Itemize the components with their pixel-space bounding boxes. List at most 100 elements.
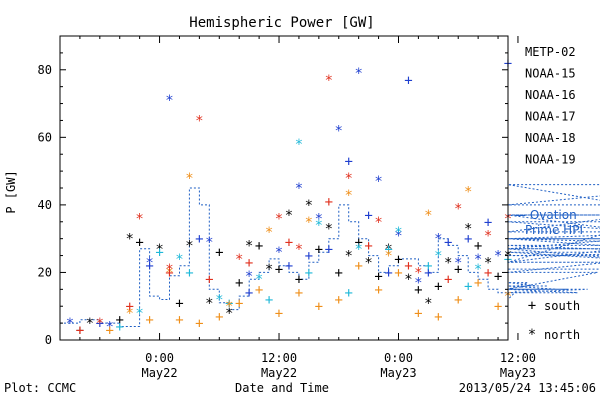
- data-point-noaa-16-north: *: [315, 218, 323, 234]
- x-tick-time: 0:00: [384, 351, 413, 365]
- data-point-noaa-19-south: +: [165, 265, 173, 281]
- x-tick-date: May23: [380, 366, 416, 380]
- data-point-metp-02-south: +: [434, 279, 442, 295]
- data-point-metp-02-south: +: [354, 235, 362, 251]
- legend-marker-south-symbol: +: [528, 298, 536, 314]
- data-point-noaa-19-north: *: [484, 228, 492, 244]
- data-point-metp-02-south: +: [116, 313, 124, 329]
- plot-timestamp: 2013/05/24 13:45:06: [459, 381, 596, 395]
- data-point-metp-02-south: +: [76, 323, 84, 339]
- data-point-noaa-18-north: *: [265, 225, 273, 241]
- x-tick-date: May23: [500, 366, 536, 380]
- data-point-noaa-16-north: *: [474, 262, 482, 278]
- ovation-layer: [60, 184, 600, 327]
- data-point-noaa-18-south: +: [106, 323, 114, 339]
- data-point-noaa-15-north: *: [474, 252, 482, 268]
- data-point-noaa-15-north: *: [335, 124, 343, 140]
- data-point-noaa-15-north: *: [205, 235, 213, 251]
- data-point-metp-02-north: *: [185, 238, 193, 254]
- data-point-noaa-15-north: *: [66, 316, 74, 332]
- data-point-noaa-15-south: +: [285, 259, 293, 275]
- data-point-noaa-15-south: +: [325, 242, 333, 258]
- data-point-noaa-18-north: *: [344, 188, 352, 204]
- data-point-noaa-19-south: +: [125, 299, 133, 315]
- data-point-noaa-15-south: +: [305, 249, 313, 265]
- data-point-noaa-18-south: +: [315, 299, 323, 315]
- data-point-metp-02-north: *: [285, 208, 293, 224]
- data-point-noaa-16-north: *: [295, 137, 303, 153]
- legend-marker-north-symbol: *: [528, 327, 536, 343]
- data-point-metp-02-north: *: [384, 242, 392, 258]
- data-point-noaa-15-north: *: [454, 255, 462, 271]
- data-point-noaa-15-north: *: [245, 269, 253, 285]
- data-point-noaa-16-north: *: [354, 242, 362, 258]
- x-tick-time: 12:00: [500, 351, 536, 365]
- data-point-noaa-19-north: *: [325, 73, 333, 89]
- chart-title: Hemispheric Power [GW]: [189, 15, 374, 31]
- y-tick-label: 20: [38, 265, 52, 279]
- y-axis-label: P [GW]: [4, 170, 18, 213]
- data-point-noaa-16-south: +: [384, 242, 392, 258]
- data-point-noaa-18-north: *: [424, 208, 432, 224]
- data-point-noaa-19-south: +: [364, 238, 372, 254]
- data-point-noaa-19-north: *: [295, 242, 303, 258]
- data-point-noaa-15-south: +: [424, 265, 432, 281]
- data-point-noaa-18-south: +: [195, 316, 203, 332]
- data-point-noaa-18-north: *: [305, 215, 313, 231]
- data-point-noaa-18-south: +: [394, 265, 402, 281]
- data-point-noaa-19-north: *: [374, 215, 382, 231]
- data-point-metp-02-north: *: [155, 242, 163, 258]
- data-point-metp-02-south: +: [454, 262, 462, 278]
- data-point-metp-02-north: *: [484, 255, 492, 271]
- data-point-metp-02-south: +: [394, 252, 402, 268]
- data-point-noaa-15-north: *: [494, 249, 502, 265]
- data-point-noaa-16-north: *: [175, 252, 183, 268]
- data-point-noaa-18-south: +: [215, 309, 223, 325]
- data-point-noaa-15-south: +: [444, 235, 452, 251]
- data-point-metp-02-north: *: [424, 296, 432, 312]
- data-point-noaa-19-north: *: [96, 316, 104, 332]
- y-tick-label: 60: [38, 130, 52, 144]
- data-point-noaa-15-north: *: [434, 232, 442, 248]
- data-point-metp-02-south: +: [374, 269, 382, 285]
- plot-source: Plot: CCMC: [4, 381, 76, 395]
- data-point-noaa-15-north: *: [145, 255, 153, 271]
- data-point-noaa-16-south: +: [344, 286, 352, 302]
- data-point-noaa-16-north: *: [135, 306, 143, 322]
- data-point-noaa-18-north: *: [165, 265, 173, 281]
- data-point-noaa-19-south: +: [76, 323, 84, 339]
- data-point-noaa-18-north: *: [384, 249, 392, 265]
- data-point-metp-02-south: +: [494, 269, 502, 285]
- data-point-noaa-18-south: +: [235, 296, 243, 312]
- ovation-hpi-line: [60, 184, 600, 327]
- data-point-noaa-16-south: +: [155, 245, 163, 261]
- data-point-noaa-18-south: +: [434, 309, 442, 325]
- data-point-noaa-18-south: +: [275, 306, 283, 322]
- data-point-metp-02-south: +: [235, 276, 243, 292]
- data-point-metp-02-north: *: [364, 255, 372, 271]
- data-point-noaa-18-north: *: [185, 171, 193, 187]
- data-point-noaa-19-north: *: [195, 113, 203, 129]
- data-point-noaa-16-north: *: [215, 292, 223, 308]
- data-point-noaa-15-north: *: [414, 276, 422, 292]
- x-tick-date: May22: [261, 366, 297, 380]
- data-point-metp-02-south: +: [255, 238, 263, 254]
- data-point-noaa-15-south: +: [96, 316, 104, 332]
- data-point-noaa-15-north: *: [394, 228, 402, 244]
- data-point-metp-02-north: *: [305, 198, 313, 214]
- data-point-noaa-19-south: +: [205, 272, 213, 288]
- data-point-noaa-16-north: *: [255, 272, 263, 288]
- data-point-noaa-15-south: +: [195, 232, 203, 248]
- data-point-noaa-16-south: +: [265, 292, 273, 308]
- y-tick-label: 40: [38, 198, 52, 212]
- data-point-noaa-18-south: +: [255, 282, 263, 298]
- data-point-noaa-19-south: +: [484, 265, 492, 281]
- data-point-noaa-16-north: *: [394, 225, 402, 241]
- y-tick-label: 80: [38, 63, 52, 77]
- legend-marker-north-label: north: [544, 328, 580, 342]
- data-point-noaa-16-south: +: [305, 265, 313, 281]
- data-point-noaa-15-south: +: [245, 286, 253, 302]
- data-point-noaa-18-south: +: [295, 286, 303, 302]
- data-point-metp-02-south: +: [315, 242, 323, 258]
- data-point-noaa-16-south: +: [464, 279, 472, 295]
